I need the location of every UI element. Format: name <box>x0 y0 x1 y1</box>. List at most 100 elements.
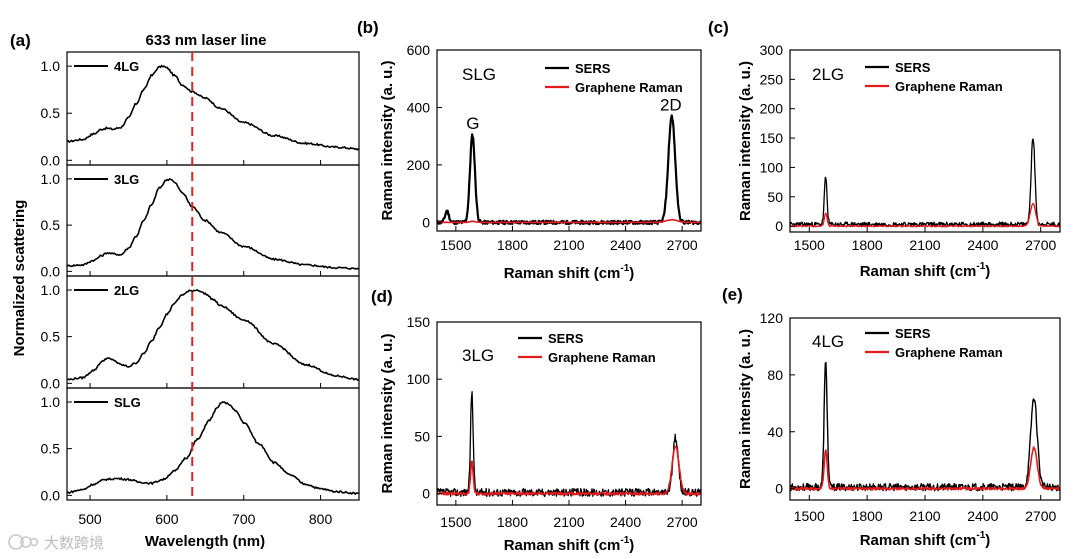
x-tick-label: 1800 <box>497 237 528 253</box>
x-tick-label: 2100 <box>909 508 940 524</box>
y-tick-label: 1.0 <box>41 394 61 410</box>
panel-a-title: 633 nm laser line <box>146 32 267 49</box>
spectrum-line <box>66 288 359 382</box>
y-axis-label: Raman intensity (a. u.) <box>379 333 396 493</box>
sample-label: 4LG <box>812 332 844 351</box>
x-tick-label: 1800 <box>497 514 528 530</box>
x-axis-label-sup: -1 <box>620 263 629 274</box>
y-tick-label: 0.0 <box>41 375 61 391</box>
series-line-graphene-raman <box>789 446 1060 491</box>
x-tick-label: 2400 <box>967 508 998 524</box>
spectrum-line <box>66 400 359 496</box>
x-axis-label-sup: -1 <box>620 535 629 546</box>
y-tick-label: 50 <box>767 189 783 205</box>
y-tick-label: 0.5 <box>41 329 61 345</box>
panel-a-xlabel: Wavelength (nm) <box>145 533 265 550</box>
legend-label: 3LG <box>114 172 139 187</box>
x-axis-label-close: ) <box>985 532 990 549</box>
y-tick-label: 120 <box>760 310 784 326</box>
y-tick-label: 0.0 <box>41 487 61 503</box>
x-tick-label: 2700 <box>1025 508 1056 524</box>
legend-label: SERS <box>895 60 931 75</box>
x-tick-label: 2700 <box>667 237 698 253</box>
y-tick-label: 50 <box>414 428 430 444</box>
panel-label: (d) <box>371 287 393 306</box>
spectrum-line <box>66 64 360 151</box>
x-tick-label: 2700 <box>1025 237 1056 253</box>
legend-label: Graphene Raman <box>895 345 1003 360</box>
watermark: 大数跨境 <box>8 534 104 552</box>
y-tick-label: 0.0 <box>41 152 61 168</box>
x-tick-label: 600 <box>155 511 179 527</box>
panel-e: (e) 0 40 80 120 1500 1800 2100 2400 2700 Raman shi… <box>722 285 1061 549</box>
x-tick-label: 2400 <box>610 237 641 253</box>
series-line-sers <box>436 391 702 498</box>
y-tick-label: 150 <box>407 314 431 330</box>
x-tick-label: 800 <box>309 511 333 527</box>
x-tick-label: 1500 <box>794 237 825 253</box>
x-axis-label-sup: -1 <box>976 261 985 272</box>
y-axis-label: Raman intensity (a. u.) <box>737 61 754 221</box>
legend-label: SERS <box>548 331 584 346</box>
x-axis-label-close: ) <box>629 265 634 282</box>
x-tick-label: 2400 <box>610 514 641 530</box>
panel-label: (e) <box>722 285 743 304</box>
subplot-frame <box>66 275 360 389</box>
x-axis-label: Raman shift (cm-1) <box>860 261 991 280</box>
x-tick-label: 700 <box>232 511 256 527</box>
panel-a-sub-slg: 0.0 0.5 1.0 SLG <box>41 387 360 503</box>
sample-label: SLG <box>462 65 496 84</box>
x-tick-label: 1500 <box>440 514 471 530</box>
series-line-sers <box>789 138 1061 228</box>
subplot-frame <box>66 51 360 166</box>
y-tick-label: 0 <box>775 218 783 234</box>
legend-label: SERS <box>895 326 931 341</box>
y-tick-label: 0.5 <box>41 441 61 457</box>
x-tick-label: 1500 <box>440 237 471 253</box>
x-tick-label: 1800 <box>852 237 883 253</box>
y-tick-label: 0.0 <box>41 263 61 279</box>
x-tick-label: 2100 <box>909 237 940 253</box>
panel-label: (c) <box>708 18 729 37</box>
legend-label: SERS <box>575 61 611 76</box>
y-tick-label: 0 <box>775 481 783 497</box>
legend-label: SLG <box>114 395 141 410</box>
series-line-sers <box>789 361 1061 492</box>
subplot-frame <box>66 387 360 501</box>
panel-a-ylabel: Normalized scattering <box>11 200 28 357</box>
y-tick-label: 1.0 <box>41 171 61 187</box>
panel-c: (c) 0 50 100 150 200 250 300 1500 1800 2100 2400 270… <box>708 18 1061 280</box>
panel-b: (b) 0 200 400 600 1500 1800 2100 2400 2700 Raman s… <box>357 18 702 282</box>
x-tick-label: 2100 <box>553 237 584 253</box>
x-axis-label-main: Raman shift (cm <box>860 532 977 549</box>
legend-label: Graphene Raman <box>895 79 1003 94</box>
panel-a-sub-2lg: 0.0 0.5 1.0 2LG <box>41 275 360 391</box>
x-axis-label-close: ) <box>985 263 990 280</box>
x-tick-label: 1800 <box>852 508 883 524</box>
x-axis-label-sup: -1 <box>976 530 985 541</box>
panel-a-sub-4lg: 0.0 0.5 1.0 4LG <box>41 51 360 168</box>
y-tick-label: 0.5 <box>41 217 61 233</box>
panel-a-label: (a) <box>10 31 31 50</box>
x-axis-label-main: Raman shift (cm <box>504 265 621 282</box>
panel-a: (a) 633 nm laser line Wavelength (nm) No… <box>10 31 360 550</box>
peak-annotation: 2D <box>660 95 682 114</box>
x-tick-label: 2700 <box>667 514 698 530</box>
y-tick-label: 1.0 <box>41 282 61 298</box>
x-axis-label: Raman shift (cm-1) <box>504 263 635 282</box>
x-axis-label-main: Raman shift (cm <box>860 263 977 280</box>
spectrum-line <box>66 178 360 270</box>
x-axis-label-main: Raman shift (cm <box>504 537 621 554</box>
y-tick-label: 400 <box>407 99 431 115</box>
peak-annotation: G <box>466 114 479 133</box>
panel-a-sub-3lg: 0.0 0.5 1.0 3LG <box>41 164 360 279</box>
x-tick-label: 500 <box>78 511 102 527</box>
y-tick-label: 80 <box>767 367 783 383</box>
legend-label: Graphene Raman <box>548 350 656 365</box>
series-line-graphene-raman <box>436 218 701 224</box>
y-tick-label: 100 <box>407 371 431 387</box>
y-tick-label: 200 <box>760 101 784 117</box>
y-tick-label: 600 <box>407 42 431 58</box>
legend-label: 4LG <box>114 59 139 74</box>
subplot-frame <box>66 164 360 277</box>
